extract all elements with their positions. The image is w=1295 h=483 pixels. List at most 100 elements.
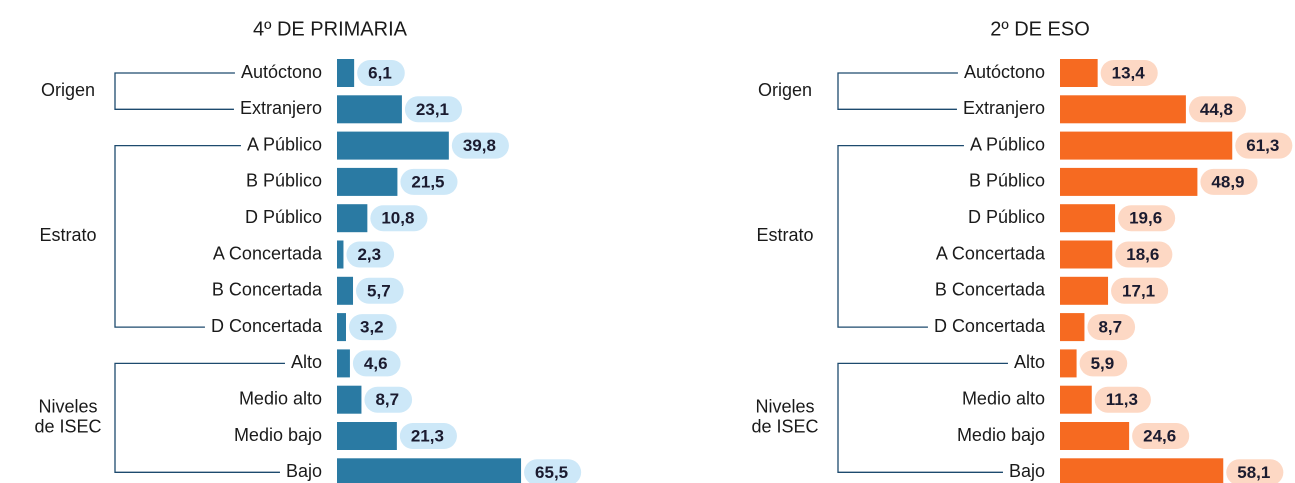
value-label: 39,8 [463, 136, 496, 155]
bar [1060, 276, 1109, 305]
category-label: Medio alto [962, 388, 1045, 408]
category-label: B Público [969, 171, 1045, 191]
value-label: 18,6 [1126, 245, 1159, 264]
bracket [837, 72, 958, 110]
category-label: D Público [245, 207, 322, 227]
value-label-bg [400, 168, 458, 195]
category-label: Extranjero [240, 98, 322, 118]
category-label: D Concertada [934, 316, 1046, 336]
bar [1060, 385, 1092, 414]
value-label: 13,4 [1112, 63, 1146, 82]
value-label-bg [1087, 314, 1136, 341]
value-label: 21,3 [411, 426, 444, 445]
category-label: Extranjero [963, 98, 1045, 118]
value-label-bg [1226, 459, 1284, 483]
category-label: A Concertada [936, 243, 1046, 263]
value-label-bg [399, 423, 457, 449]
value-label-bg [1111, 277, 1169, 304]
value-label-bg [1094, 386, 1151, 413]
value-label: 44,8 [1200, 100, 1233, 119]
value-label-bg [524, 459, 582, 483]
category-label: Medio bajo [234, 425, 322, 445]
value-label-bg [1235, 132, 1293, 159]
group-label: Origen [41, 80, 95, 100]
bar [1060, 204, 1116, 233]
value-label-bg [451, 132, 509, 159]
value-label: 6,1 [368, 63, 392, 82]
value-label: 19,6 [1129, 209, 1162, 228]
value-label-bg [346, 241, 395, 268]
bar [1060, 240, 1113, 269]
category-label: B Público [246, 171, 322, 191]
bar [1060, 458, 1224, 483]
value-label: 8,7 [1098, 318, 1122, 337]
category-label: A Público [970, 134, 1045, 154]
category-label: Autóctono [964, 62, 1045, 82]
value-label: 8,7 [375, 390, 399, 409]
value-label: 23,1 [416, 100, 449, 119]
bar [1060, 349, 1077, 378]
bracket [837, 362, 1008, 473]
bar [1060, 422, 1130, 450]
value-label: 61,3 [1246, 136, 1279, 155]
bar [1060, 313, 1085, 342]
bracket [114, 72, 235, 110]
value-label-bg [364, 386, 413, 413]
value-label-bg [348, 314, 397, 341]
bar [337, 131, 449, 160]
bracket [837, 144, 964, 328]
value-label: 17,1 [1122, 281, 1155, 300]
bar [337, 349, 350, 378]
bar [1060, 95, 1186, 124]
bar [337, 240, 344, 269]
bar [337, 59, 355, 87]
bar [337, 422, 397, 450]
category-label: Medio bajo [957, 425, 1045, 445]
value-label: 5,7 [367, 281, 391, 300]
value-label: 21,5 [411, 172, 444, 191]
category-label: D Público [968, 207, 1045, 227]
bar [1060, 131, 1233, 160]
value-label: 4,6 [364, 354, 388, 373]
value-label-bg [1188, 96, 1246, 123]
value-label-bg [1079, 350, 1128, 377]
value-label: 48,9 [1211, 172, 1244, 191]
bar [337, 167, 398, 196]
bar [337, 204, 368, 233]
value-label-bg [357, 60, 405, 86]
panel-title: 4º DE PRIMARIA [253, 18, 408, 40]
value-label: 24,6 [1143, 426, 1176, 445]
panel-title: 2º DE ESO [990, 18, 1090, 40]
value-label-bg [1132, 423, 1190, 449]
value-label: 65,5 [535, 463, 568, 482]
group-label: Estrato [39, 225, 96, 245]
value-label-bg [1100, 60, 1158, 86]
group-label: de ISEC [34, 417, 101, 437]
value-label-bg [370, 205, 428, 232]
category-label: Medio alto [239, 388, 322, 408]
bar [337, 95, 402, 124]
group-label: Niveles [755, 397, 814, 417]
value-label-bg [356, 277, 404, 304]
value-label: 11,3 [1106, 390, 1138, 409]
value-label: 5,9 [1091, 354, 1115, 373]
value-label: 10,8 [381, 209, 414, 228]
value-label-bg [1115, 241, 1173, 268]
category-label: Bajo [286, 461, 322, 481]
category-label: Alto [291, 352, 322, 372]
value-label-bg [1200, 168, 1258, 195]
group-label: Origen [758, 80, 812, 100]
value-label-bg [352, 350, 401, 377]
category-label: Bajo [1009, 461, 1045, 481]
bracket [114, 144, 241, 328]
bar [1060, 167, 1198, 196]
bar [337, 276, 354, 305]
value-label-bg [1118, 205, 1176, 232]
value-label: 3,2 [360, 318, 384, 337]
category-label: D Concertada [211, 316, 323, 336]
category-label: B Concertada [935, 280, 1046, 300]
category-label: A Público [247, 134, 322, 154]
group-label: Estrato [756, 225, 813, 245]
bar [337, 313, 346, 342]
